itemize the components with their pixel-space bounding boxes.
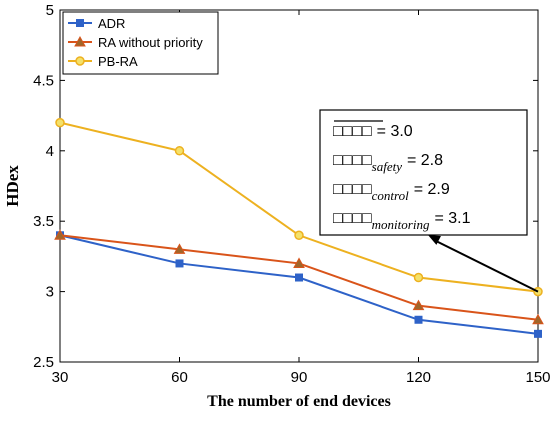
data-point	[54, 229, 66, 240]
data-point	[414, 315, 423, 324]
legend-items: ADR RA without priority PB-RA	[68, 16, 203, 69]
data-point	[532, 313, 544, 325]
legend-label: ADR	[98, 16, 125, 31]
legend: ADR RA without priority PB-RA	[62, 11, 219, 75]
data-point	[294, 230, 304, 241]
annotation-subscript: safety	[372, 159, 403, 174]
annotation-value: = 2.9	[414, 181, 450, 198]
x-tick-label: 150	[525, 369, 550, 386]
tick-layer: 30 60 90 120 150 2.5 3 3.5 4 4.5 5	[33, 2, 550, 386]
annotation-subscript: control	[372, 188, 409, 203]
data-point	[412, 299, 425, 311]
data-point	[74, 35, 86, 47]
annotation-arrow	[433, 239, 539, 293]
data-point	[174, 146, 185, 156]
data-point	[293, 257, 305, 268]
annotation-glyph: □□□□	[333, 123, 372, 140]
annotation-value: = 2.8	[407, 152, 443, 169]
y-tick-label: 4	[46, 143, 54, 160]
annotation-arrowhead	[428, 235, 441, 245]
legend-label: RA without priority	[98, 35, 203, 50]
annotation-glyph: □□□□	[333, 181, 372, 198]
data-point	[173, 243, 186, 254]
annotation-line: □□□□safety = 2.8	[333, 152, 443, 174]
y-tick-label: 2.5	[33, 354, 54, 371]
annotation: □□□□ = 3.0□□□□safety = 2.8□□□□control = 2.9…	[319, 109, 539, 293]
annotation-glyph: □□□□	[333, 152, 372, 169]
x-tick-label: 120	[406, 369, 431, 386]
data-point	[55, 117, 65, 128]
annotation-value: = 3.0	[377, 123, 413, 140]
y-tick-label: 3	[46, 284, 54, 301]
annotation-line: □□□□ = 3.0	[333, 123, 413, 140]
annotation-box	[319, 109, 528, 236]
data-point	[175, 259, 184, 268]
data-point	[75, 56, 85, 66]
data-point	[534, 329, 542, 338]
annotation-value: = 3.1	[434, 210, 470, 227]
annotation-glyph: □□□□	[333, 210, 372, 227]
annotation-line: □□□□control = 2.9	[333, 181, 450, 203]
y-tick-label: 4.5	[33, 72, 54, 89]
data-point	[76, 19, 84, 27]
x-tick-label: 60	[171, 369, 188, 386]
y-tick-label: 5	[46, 2, 54, 19]
annotation-lines: □□□□ = 3.0□□□□safety = 2.8□□□□control = 2.9…	[333, 120, 471, 232]
data-point	[295, 273, 303, 282]
legend-label: PB-RA	[98, 54, 138, 69]
annotation-subscript: monitoring	[372, 217, 430, 232]
x-tick-label: 90	[291, 369, 308, 386]
x-axis-label: The number of end devices	[207, 393, 391, 410]
data-point	[413, 272, 424, 283]
y-axis-label: HDex	[3, 165, 22, 207]
annotation-line: □□□□monitoring = 3.1	[333, 210, 471, 232]
x-tick-label: 30	[52, 369, 69, 386]
y-tick-label: 3.5	[33, 213, 54, 230]
